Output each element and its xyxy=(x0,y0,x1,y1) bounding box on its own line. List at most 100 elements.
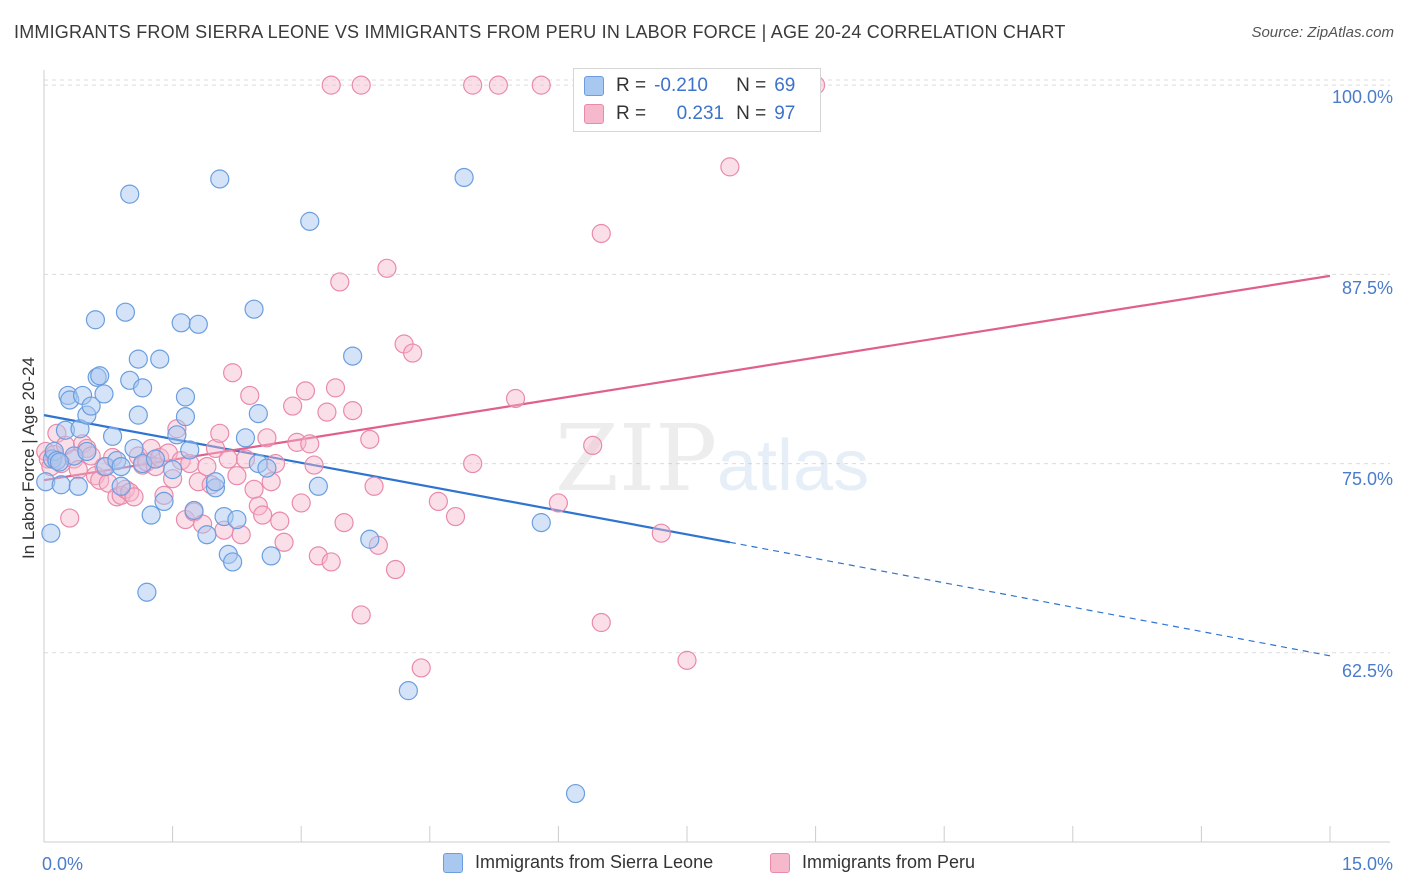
peru-point xyxy=(240,385,260,406)
y-tick-label-62: 62.5% xyxy=(1342,661,1393,681)
sierra-r-value: -0.210 xyxy=(654,75,708,96)
peru-point xyxy=(445,506,466,527)
legend-label-sierra: Immigrants from Sierra Leone xyxy=(475,852,714,872)
peru-point xyxy=(270,511,290,531)
peru-point xyxy=(218,449,238,469)
sierra-point xyxy=(180,440,200,460)
peru-point xyxy=(583,435,603,456)
sierra-point xyxy=(90,366,110,386)
trend-lines xyxy=(43,274,1331,657)
peru-point xyxy=(334,513,354,533)
sierra-point xyxy=(111,456,131,477)
peru-swatch xyxy=(584,104,604,124)
sierra-point xyxy=(132,378,153,398)
sierra-point xyxy=(137,582,157,602)
r-label: R = xyxy=(616,103,647,124)
data-points xyxy=(36,75,826,804)
peru-point xyxy=(325,378,346,398)
sierra-swatch xyxy=(584,76,604,96)
sierra-point xyxy=(244,299,264,319)
peru-point xyxy=(257,428,277,448)
sierra-n-value: 69 xyxy=(774,75,796,96)
sierra-point xyxy=(205,472,226,492)
peru-point xyxy=(197,456,217,477)
sierra-point xyxy=(51,475,71,495)
peru-point xyxy=(317,402,337,422)
sierra-point xyxy=(235,428,256,448)
sierra-point xyxy=(360,529,380,549)
sierra-point xyxy=(128,349,148,369)
sierra-point xyxy=(184,500,204,521)
peru-point xyxy=(244,479,264,499)
peru-point xyxy=(253,505,273,525)
sierra-point xyxy=(454,167,474,188)
peru-point xyxy=(360,429,380,449)
peru-trend-line xyxy=(43,274,1331,482)
peru-point xyxy=(321,552,341,572)
sierra-point xyxy=(261,546,281,566)
peru-point xyxy=(411,658,431,678)
peru-point xyxy=(677,650,697,670)
peru-point xyxy=(300,434,320,454)
x-tick-label-max: 15.0% xyxy=(1342,854,1393,874)
peru-point xyxy=(531,75,551,95)
legend-label-peru: Immigrants from Peru xyxy=(802,852,976,872)
source-label: Source: ZipAtlas.com xyxy=(1251,24,1394,41)
sierra-point xyxy=(49,452,70,472)
peru-point xyxy=(223,363,243,383)
sierra-point xyxy=(163,460,183,480)
sierra-point xyxy=(210,169,230,189)
series-legend: Immigrants from Sierra Leone Immigrants … xyxy=(0,852,1406,878)
sierra-point xyxy=(248,404,268,424)
sierra-point xyxy=(145,449,166,469)
peru-point xyxy=(385,559,406,580)
stats-legend: R = -0.210 N = 69 R = 0.231 N = 97 xyxy=(573,68,821,132)
y-tick-label-100: 100.0% xyxy=(1332,87,1393,107)
sierra-point xyxy=(171,313,191,333)
peru-point xyxy=(463,453,483,474)
legend-item-peru[interactable]: Immigrants from Peru xyxy=(770,852,975,873)
watermark: ZIP atlas xyxy=(555,405,869,512)
sierra-point xyxy=(85,310,106,330)
legend-swatch-sierra xyxy=(443,852,463,873)
r-label: R = xyxy=(616,75,647,96)
sierra-point xyxy=(300,211,320,231)
stats-row-peru: R = 0.231 N = 97 xyxy=(584,101,795,127)
peru-point xyxy=(720,157,740,177)
sierra-point xyxy=(68,476,88,496)
sierra-point xyxy=(36,472,56,492)
sierra-point xyxy=(343,346,363,366)
n-label: N = xyxy=(736,103,767,124)
sierra-point xyxy=(124,438,144,459)
sierra-point xyxy=(308,476,328,496)
peru-point xyxy=(428,491,448,512)
sierra-point xyxy=(167,425,187,445)
peru-point xyxy=(651,523,671,543)
x-tick-label-min: 0.0% xyxy=(42,854,83,874)
peru-point xyxy=(330,272,350,292)
legend-swatch-peru xyxy=(770,852,790,873)
y-axis-label: In Labor Force | Age 20-24 xyxy=(19,357,38,559)
peru-point xyxy=(295,381,316,401)
sierra-point xyxy=(227,509,247,530)
peru-n-value: 97 xyxy=(774,103,796,124)
peru-point xyxy=(210,423,230,443)
sierra-point xyxy=(77,441,97,462)
sierra-point xyxy=(398,681,418,701)
peru-point xyxy=(351,605,371,625)
peru-point xyxy=(351,75,371,95)
sierra-trend-extension xyxy=(729,541,1331,657)
peru-point xyxy=(364,476,384,496)
sierra-point xyxy=(175,407,196,427)
sierra-point xyxy=(257,458,277,478)
axis-ticks xyxy=(43,826,1331,842)
chart-title: IMMIGRANTS FROM SIERRA LEONE VS IMMIGRAN… xyxy=(14,22,1066,42)
sierra-point xyxy=(111,476,131,496)
sierra-point xyxy=(223,552,243,572)
legend-item-sierra[interactable]: Immigrants from Sierra Leone xyxy=(443,852,713,873)
peru-point xyxy=(505,388,526,409)
sierra-point xyxy=(531,513,551,533)
peru-point xyxy=(291,493,311,513)
sierra-point xyxy=(141,505,161,525)
